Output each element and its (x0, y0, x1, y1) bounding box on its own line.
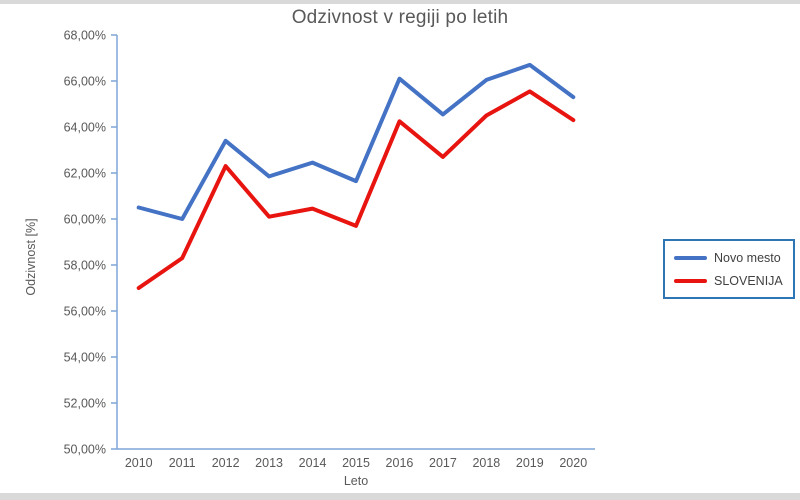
x-axis-title: Leto (343, 474, 369, 488)
legend-item-slovenija: SLOVENIJA (674, 274, 793, 288)
legend-swatch-slovenija (674, 278, 707, 283)
legend: Novo mesto SLOVENIJA (663, 239, 795, 299)
x-tick-label: 2020 (559, 456, 587, 470)
x-tick-label: 2015 (342, 456, 370, 470)
legend-label-novo-mesto: Novo mesto (714, 250, 781, 265)
top-edge-strip (0, 0, 800, 4)
x-tick-label: 2014 (299, 456, 327, 470)
x-tick-label: 2010 (125, 456, 153, 470)
y-tick-label: 62,00% (64, 167, 106, 181)
y-tick-label: 50,00% (64, 443, 106, 457)
x-tick-label: 2016 (386, 456, 414, 470)
y-tick-label: 54,00% (64, 351, 106, 365)
legend-swatch-novo-mesto (674, 255, 707, 260)
y-tick-label: 52,00% (64, 397, 106, 411)
x-tick-label: 2017 (429, 456, 457, 470)
series-line-slovenija (136, 89, 576, 290)
chart-title: Odzivnost v regiji po letih (291, 7, 509, 28)
y-tick-label: 56,00% (64, 305, 106, 319)
y-tick-label: 58,00% (64, 259, 106, 273)
x-tick-label: 2011 (169, 456, 196, 470)
series-line-novo-mesto (136, 62, 576, 221)
y-tick-label: 66,00% (64, 75, 106, 89)
x-tick-label: 2012 (212, 456, 240, 470)
x-tick-label: 2019 (516, 456, 544, 470)
y-tick-label: 60,00% (64, 213, 106, 227)
x-tick-label: 2018 (472, 456, 500, 470)
legend-label-slovenija: SLOVENIJA (714, 273, 783, 288)
legend-item-novo-mesto: Novo mesto (674, 251, 793, 265)
x-tick-label: 2013 (255, 456, 283, 470)
y-tick-label: 64,00% (64, 121, 106, 135)
bottom-edge-strip (0, 493, 800, 500)
y-tick-label: 68,00% (64, 29, 106, 43)
